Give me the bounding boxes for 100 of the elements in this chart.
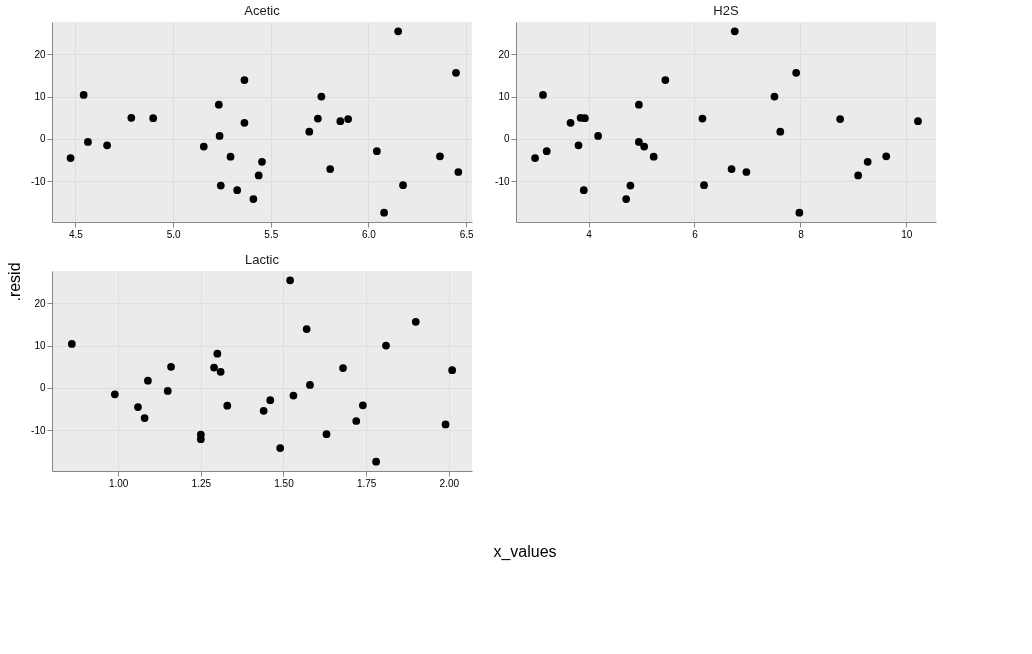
point	[84, 138, 92, 146]
x-tick-label: 1.25	[191, 477, 212, 489]
y-tick-label: 20	[498, 48, 510, 60]
y-tick-label: 10	[498, 91, 510, 103]
point	[394, 27, 403, 36]
point	[792, 68, 801, 77]
point	[240, 118, 249, 127]
point	[358, 401, 367, 410]
point	[233, 186, 242, 195]
point	[215, 132, 224, 140]
point	[289, 391, 298, 400]
point	[127, 113, 136, 122]
point	[305, 127, 314, 136]
point	[441, 420, 450, 429]
x-tick-label: 8	[798, 228, 805, 240]
point	[742, 168, 751, 176]
point	[149, 114, 158, 123]
x-tick-label: 5.5	[264, 228, 279, 240]
point	[863, 157, 872, 166]
point	[249, 195, 258, 203]
point	[326, 165, 335, 173]
y-tick-label: -10	[31, 175, 46, 187]
point	[730, 27, 739, 36]
point	[286, 276, 294, 285]
point	[336, 117, 345, 126]
y-tick-label: 20	[34, 297, 46, 309]
point	[214, 100, 223, 109]
point	[134, 403, 142, 411]
point	[770, 92, 779, 101]
point	[302, 325, 311, 333]
point	[661, 76, 670, 84]
point	[167, 362, 175, 371]
x-tick-label: 1.75	[356, 477, 377, 489]
point	[795, 208, 804, 217]
point	[542, 147, 551, 156]
y-axis-title: .resid	[6, 262, 23, 302]
x-tick-label: 1.50	[274, 477, 295, 489]
point	[531, 154, 539, 162]
y-tick-label: 0	[39, 382, 46, 394]
x-tick-label: 10	[901, 228, 913, 240]
chart-title: Acetic	[244, 3, 281, 18]
point	[213, 349, 222, 358]
x-tick-label: 6.0	[362, 228, 377, 240]
point	[322, 430, 331, 438]
y-tick-label: -10	[31, 424, 46, 436]
point	[259, 406, 268, 415]
point	[339, 364, 347, 372]
point	[223, 401, 232, 410]
point	[110, 390, 119, 399]
point	[626, 181, 635, 190]
chart-title: Lactic	[245, 252, 280, 267]
x-tick-label: 2.00	[439, 477, 460, 489]
point	[240, 76, 249, 84]
point	[452, 68, 460, 77]
x-tick-label: 5.0	[166, 228, 181, 240]
y-tick-label: 20	[34, 48, 46, 60]
point	[196, 435, 205, 444]
y-tick-label: 10	[34, 91, 46, 103]
point	[266, 396, 275, 405]
point	[372, 457, 380, 466]
point	[254, 171, 263, 180]
point	[66, 154, 75, 162]
point	[216, 367, 225, 376]
point	[258, 157, 266, 166]
point	[210, 363, 218, 372]
point	[640, 142, 649, 151]
y-tick-label: 0	[39, 133, 46, 145]
point	[635, 100, 643, 109]
point	[216, 181, 225, 190]
point	[594, 132, 602, 140]
point	[67, 340, 76, 348]
point	[382, 341, 390, 350]
point	[882, 152, 891, 161]
point	[411, 317, 420, 326]
point	[436, 152, 444, 161]
y-tick-label: 10	[34, 340, 46, 352]
point	[622, 195, 631, 203]
point	[454, 168, 463, 176]
point	[306, 381, 314, 389]
x-tick-label: 1.00	[108, 477, 129, 489]
point	[566, 118, 575, 127]
point	[79, 91, 88, 99]
x-axis-title: x_values	[493, 543, 557, 561]
point	[399, 181, 407, 189]
point	[539, 91, 547, 99]
point	[276, 444, 285, 452]
point	[163, 387, 172, 395]
point	[448, 366, 457, 375]
point	[140, 414, 149, 422]
point	[372, 147, 381, 156]
point	[574, 141, 583, 150]
point	[776, 127, 785, 136]
point	[727, 165, 736, 173]
x-tick-label: 6.5	[459, 228, 475, 240]
x-tick-label: 6	[692, 228, 699, 240]
point	[352, 417, 361, 425]
point	[854, 171, 863, 180]
point	[836, 115, 845, 123]
point	[144, 376, 152, 385]
chart-title: H2S	[713, 3, 739, 18]
